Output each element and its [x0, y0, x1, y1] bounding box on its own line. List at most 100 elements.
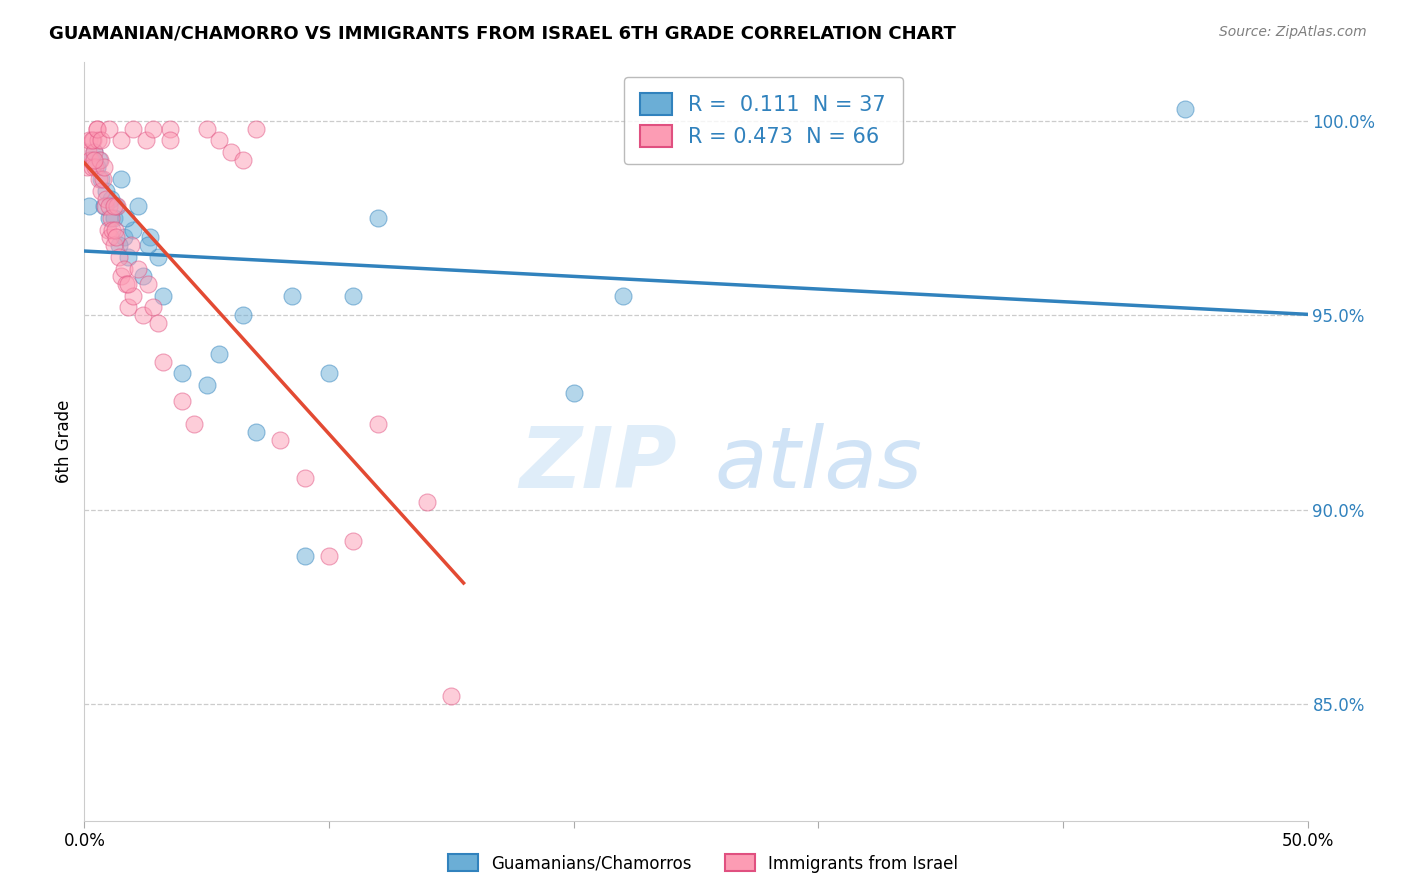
- Point: [84, 161, 107, 175]
- Point: [80, 153, 103, 167]
- Point: [172, 393, 194, 408]
- Point: [107, 250, 129, 264]
- Point: [269, 433, 291, 447]
- Legend: Guamanians/Chamorros, Immigrants from Israel: Guamanians/Chamorros, Immigrants from Is…: [441, 847, 965, 880]
- Point: [83, 145, 105, 159]
- Point: [91, 172, 114, 186]
- Point: [79, 153, 101, 167]
- Point: [115, 277, 138, 291]
- Point: [1174, 102, 1197, 116]
- Point: [86, 161, 108, 175]
- Point: [294, 471, 316, 485]
- Point: [132, 308, 155, 322]
- Point: [110, 269, 132, 284]
- Point: [100, 211, 122, 225]
- Point: [105, 199, 128, 213]
- Text: GUAMANIAN/CHAMORRO VS IMMIGRANTS FROM ISRAEL 6TH GRADE CORRELATION CHART: GUAMANIAN/CHAMORRO VS IMMIGRANTS FROM IS…: [49, 25, 956, 43]
- Point: [367, 417, 389, 431]
- Point: [122, 222, 145, 236]
- Point: [159, 121, 181, 136]
- Point: [117, 277, 139, 291]
- Point: [127, 199, 149, 213]
- Y-axis label: 6th Grade: 6th Grade: [55, 400, 73, 483]
- Point: [77, 199, 100, 213]
- Point: [87, 153, 110, 167]
- Point: [117, 301, 139, 315]
- Point: [97, 199, 120, 213]
- Point: [115, 211, 138, 225]
- Point: [416, 495, 439, 509]
- Point: [195, 121, 218, 136]
- Point: [152, 289, 174, 303]
- Point: [281, 289, 304, 303]
- Point: [152, 355, 174, 369]
- Point: [87, 172, 110, 186]
- Point: [93, 161, 115, 175]
- Point: [104, 222, 127, 236]
- Text: Source: ZipAtlas.com: Source: ZipAtlas.com: [1219, 25, 1367, 39]
- Point: [103, 199, 125, 213]
- Point: [105, 230, 128, 244]
- Point: [90, 184, 112, 198]
- Point: [90, 172, 112, 186]
- Point: [97, 211, 120, 225]
- Point: [195, 378, 218, 392]
- Point: [76, 161, 98, 175]
- Point: [83, 145, 105, 159]
- Point: [97, 121, 120, 136]
- Point: [367, 211, 389, 225]
- Point: [98, 230, 121, 244]
- Point: [90, 133, 112, 147]
- Point: [120, 238, 142, 252]
- Point: [117, 250, 139, 264]
- Point: [245, 121, 267, 136]
- Point: [245, 425, 267, 439]
- Point: [139, 230, 162, 244]
- Point: [112, 230, 135, 244]
- Point: [94, 199, 117, 213]
- Point: [103, 211, 125, 225]
- Point: [103, 238, 125, 252]
- Point: [86, 121, 108, 136]
- Point: [107, 238, 129, 252]
- Point: [105, 199, 128, 213]
- Point: [146, 316, 169, 330]
- Point: [440, 690, 463, 704]
- Point: [219, 145, 242, 159]
- Point: [77, 133, 100, 147]
- Point: [159, 133, 181, 147]
- Point: [83, 153, 105, 167]
- Point: [172, 367, 194, 381]
- Legend: R =  0.111  N = 37, R = 0.473  N = 66: R = 0.111 N = 37, R = 0.473 N = 66: [624, 77, 903, 164]
- Point: [97, 222, 120, 236]
- Point: [86, 121, 108, 136]
- Point: [132, 269, 155, 284]
- Point: [89, 153, 111, 167]
- Point: [96, 192, 118, 206]
- Point: [232, 153, 254, 167]
- Point: [135, 133, 157, 147]
- Point: [208, 133, 231, 147]
- Point: [122, 121, 145, 136]
- Point: [208, 347, 231, 361]
- Point: [96, 184, 118, 198]
- Point: [136, 277, 159, 291]
- Point: [136, 238, 159, 252]
- Point: [562, 386, 585, 401]
- Point: [142, 121, 165, 136]
- Point: [80, 133, 103, 147]
- Point: [77, 145, 100, 159]
- Text: atlas: atlas: [714, 423, 922, 506]
- Point: [101, 222, 124, 236]
- Point: [82, 133, 104, 147]
- Point: [232, 308, 254, 322]
- Point: [342, 289, 364, 303]
- Point: [122, 289, 145, 303]
- Point: [294, 549, 316, 564]
- Point: [93, 199, 115, 213]
- Point: [146, 250, 169, 264]
- Point: [127, 261, 149, 276]
- Point: [612, 289, 634, 303]
- Point: [100, 192, 122, 206]
- Point: [183, 417, 205, 431]
